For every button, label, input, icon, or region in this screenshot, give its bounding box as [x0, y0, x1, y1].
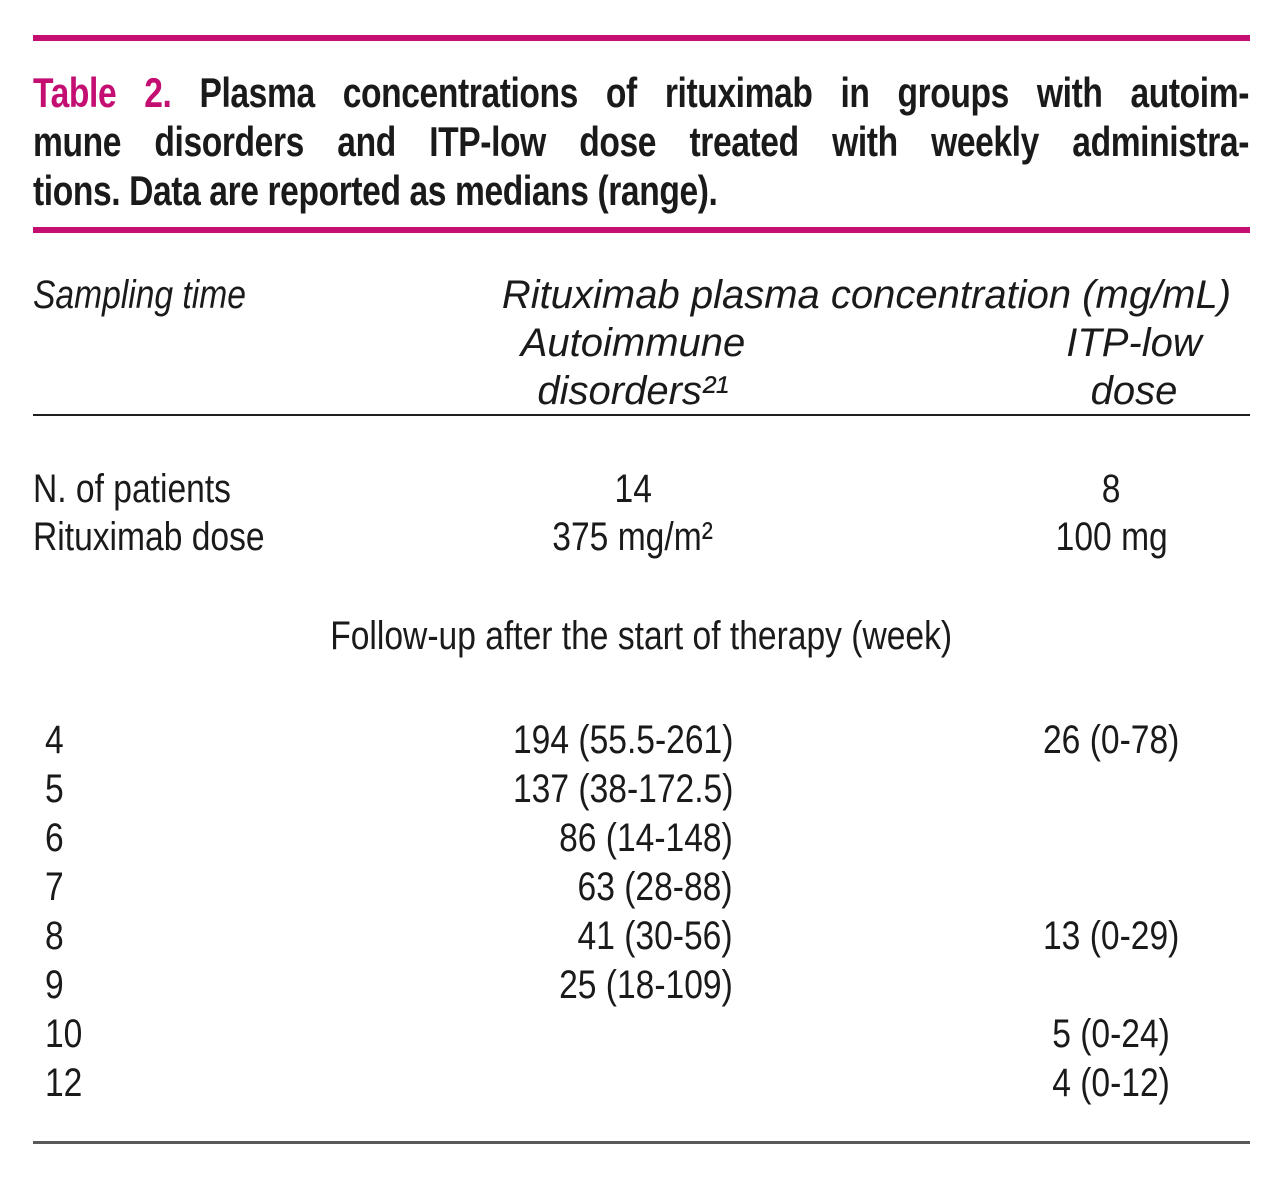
autoimmune-value: 25 (18-109) [559, 962, 733, 1007]
caption-accent-rule [33, 227, 1250, 233]
autoimmune-value: 194 (55.5-261) [512, 717, 733, 762]
itp-value: 13 (0-29) [1043, 913, 1180, 958]
table-row: 5 137 (38-172.5) [33, 764, 1250, 813]
table-row: Rituximab dose 375 mg/m² 100 mg [33, 513, 1250, 561]
itp-value: 5 (0-24) [1052, 1011, 1171, 1056]
header-itp: ITP-low dose [1066, 321, 1202, 413]
table-row: 10 5 (0-24) [33, 1009, 1250, 1058]
header-autoimmune: Autoimmune disorders²¹ [520, 321, 746, 413]
table-number-label: Table 2. [33, 69, 172, 116]
table-row: 4 194 (55.5-261) 26 (0-78) [33, 715, 1250, 764]
caption-line-1: Table 2. Plasma concentrations of rituxi… [33, 68, 1249, 117]
table-row: 9 25 (18-109) [33, 960, 1250, 1009]
week-number: 8 [45, 913, 64, 958]
autoimmune-value [423, 1059, 843, 1107]
header-sampling-time: Sampling time [33, 273, 246, 317]
autoimmune-value: 137 (38-172.5) [512, 766, 733, 811]
table-content: Table 2. Plasma concentrations of rituxi… [0, 35, 1280, 1144]
header-row-1: Sampling time Rituximab plasma concentra… [33, 271, 1250, 319]
caption-line-3: tions. Data are reported as medians (ran… [33, 167, 718, 214]
itp-value [843, 765, 1250, 813]
row-label: Rituximab dose [33, 515, 265, 559]
table-row: 7 63 (28-88) [33, 862, 1250, 911]
header-divider-rule [33, 414, 1250, 416]
itp-value [843, 961, 1250, 1009]
caption-text-1: Plasma concentrations of rituximab in gr… [171, 69, 1250, 116]
autoimmune-value: 41 (30-56) [577, 913, 733, 958]
table-row: 12 4 (0-12) [33, 1058, 1250, 1107]
caption-line-2: mune disorders and ITP-low dose treated … [33, 118, 1249, 165]
itp-value: 26 (0-78) [1043, 717, 1180, 762]
table-caption: Table 2. Plasma concentrations of rituxi… [33, 68, 1250, 215]
itp-value: 100 mg [1055, 515, 1168, 559]
itp-value: 4 (0-12) [1052, 1060, 1171, 1105]
week-number: 12 [45, 1060, 83, 1105]
autoimmune-value: 86 (14-148) [559, 815, 733, 860]
itp-value: 8 [1102, 467, 1121, 511]
table-row: N. of patients 14 8 [33, 465, 1250, 513]
itp-value [843, 814, 1250, 862]
bottom-rule [33, 1141, 1250, 1144]
info-block: N. of patients 14 8 Rituximab dose 375 m… [33, 465, 1250, 561]
week-number: 5 [45, 766, 64, 811]
week-number: 4 [45, 717, 64, 762]
header-concentration-span: Rituximab plasma concentration (mg/mL) [501, 273, 1232, 317]
week-number: 10 [45, 1011, 83, 1056]
itp-value [843, 863, 1250, 911]
top-accent-rule [33, 35, 1250, 41]
table-row: 6 86 (14-148) [33, 813, 1250, 862]
weeks-block: 4 194 (55.5-261) 26 (0-78) 5 137 (38-172… [33, 715, 1250, 1107]
followup-section-note: Follow-up after the start of therapy (we… [330, 614, 953, 658]
autoimmune-value: 14 [614, 467, 652, 511]
autoimmune-value: 375 mg/m² [552, 515, 714, 559]
table-row: 8 41 (30-56) 13 (0-29) [33, 911, 1250, 960]
autoimmune-value [423, 1010, 843, 1058]
row-label: N. of patients [33, 467, 231, 511]
week-number: 6 [45, 815, 64, 860]
header-row-2: Autoimmune disorders²¹ ITP-low dose [33, 319, 1250, 413]
week-number: 9 [45, 962, 64, 1007]
week-number: 7 [45, 864, 64, 909]
autoimmune-value: 63 (28-88) [577, 864, 733, 909]
